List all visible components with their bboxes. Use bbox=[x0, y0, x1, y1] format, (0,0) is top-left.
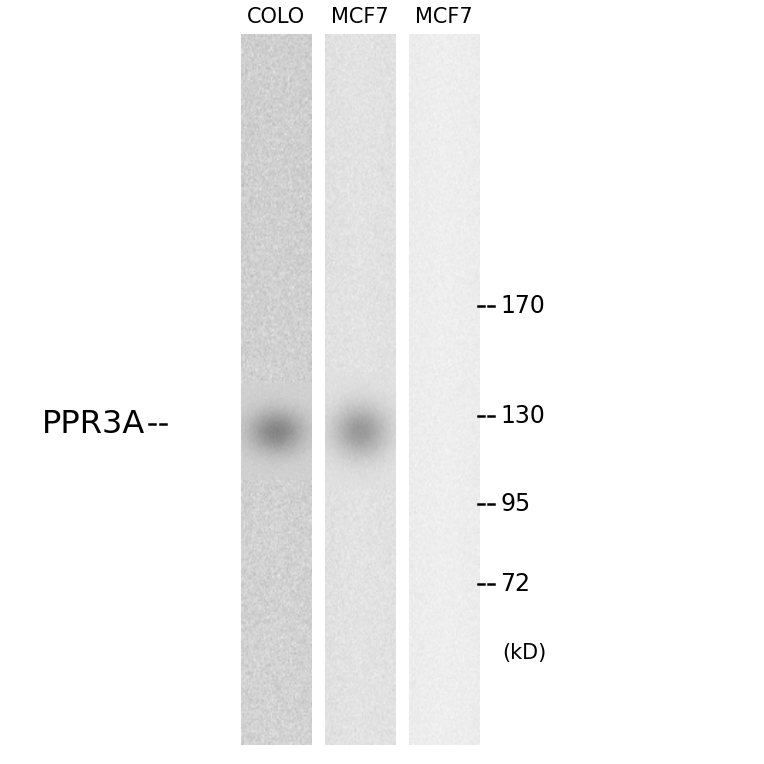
Text: 95: 95 bbox=[500, 492, 531, 516]
Text: MCF7: MCF7 bbox=[331, 7, 389, 27]
Text: 72: 72 bbox=[500, 572, 530, 597]
Text: (kD): (kD) bbox=[502, 643, 546, 663]
Text: PPR3A: PPR3A bbox=[42, 409, 145, 439]
Text: COLO: COLO bbox=[247, 7, 305, 27]
Text: 130: 130 bbox=[500, 404, 545, 429]
Text: MCF7: MCF7 bbox=[415, 7, 473, 27]
Text: 170: 170 bbox=[500, 293, 545, 318]
